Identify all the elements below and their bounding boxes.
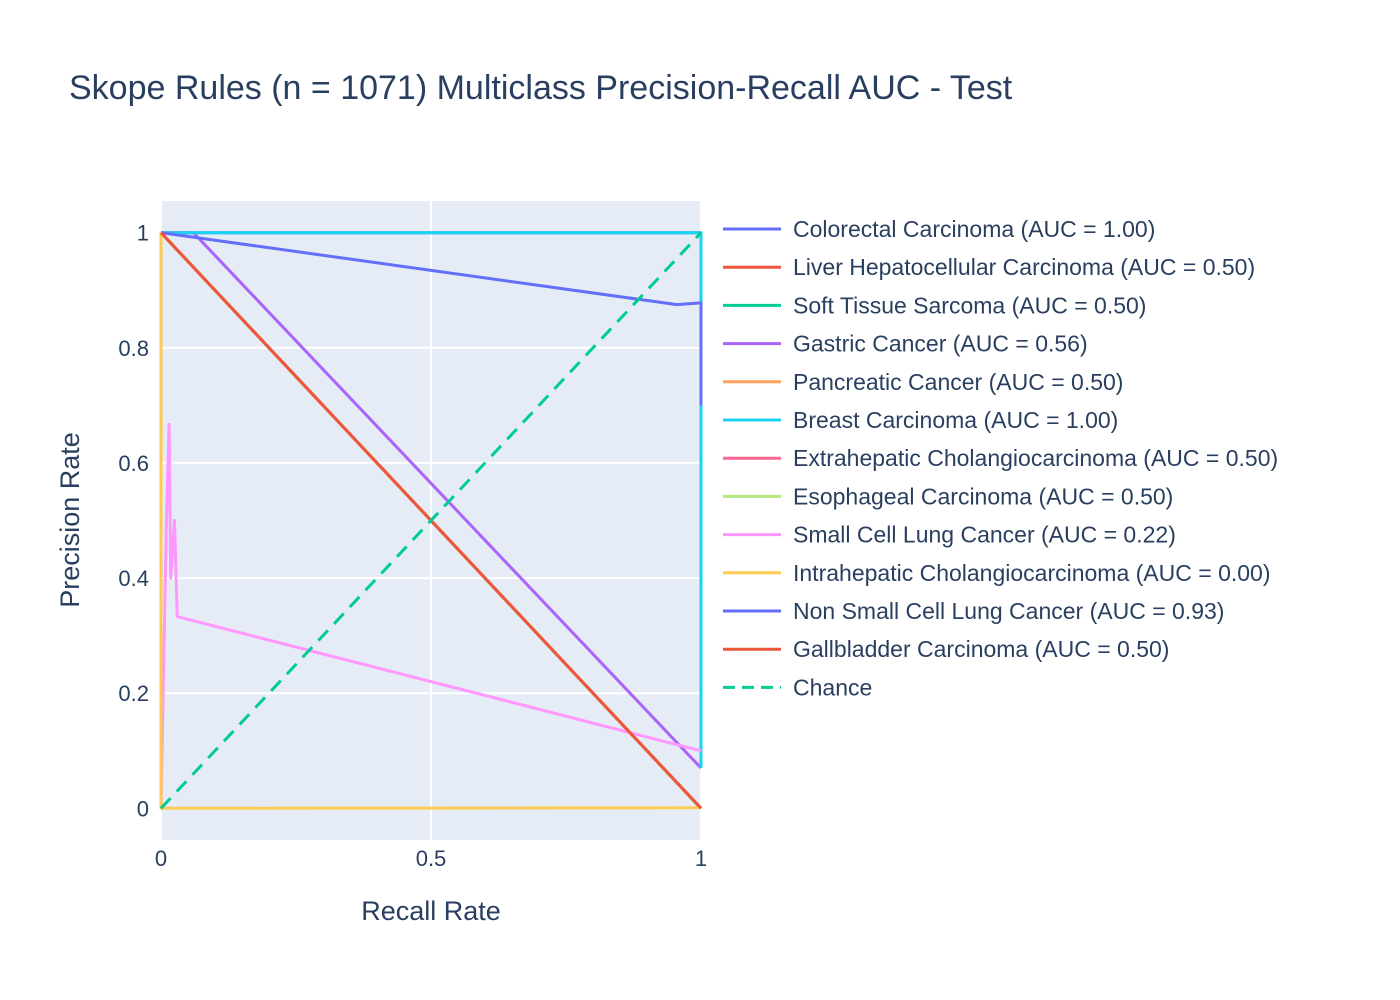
legend-item[interactable]: Breast Carcinoma (AUC = 1.00) (723, 407, 1118, 433)
x-tick-label: 1 (695, 846, 707, 871)
legend-label: Extrahepatic Cholangiocarcinoma (AUC = 0… (793, 445, 1278, 471)
series-line-8 (159, 422, 702, 809)
legend-label: Gastric Cancer (AUC = 0.56) (793, 331, 1088, 357)
legend-item[interactable]: Colorectal Carcinoma (AUC = 1.00) (723, 216, 1155, 242)
legend-item[interactable]: Chance (723, 674, 872, 700)
chart-title: Skope Rules (n = 1071) Multiclass Precis… (69, 69, 1013, 107)
legend-label: Breast Carcinoma (AUC = 1.00) (793, 407, 1118, 433)
legend-label: Gallbladder Carcinoma (AUC = 0.50) (793, 636, 1169, 662)
legend-label: Intrahepatic Cholangiocarcinoma (AUC = 0… (793, 560, 1271, 586)
legend: Colorectal Carcinoma (AUC = 1.00) Liver H… (723, 216, 1278, 700)
legend-item[interactable]: Intrahepatic Cholangiocarcinoma (AUC = 0… (723, 560, 1271, 586)
legend-label: Chance (793, 674, 872, 700)
legend-label: Colorectal Carcinoma (AUC = 1.00) (793, 216, 1155, 242)
y-tick-label: 0 (137, 796, 149, 821)
series-layer (159, 231, 703, 810)
legend-label: Pancreatic Cancer (AUC = 0.50) (793, 369, 1123, 395)
legend-label: Small Cell Lung Cancer (AUC = 0.22) (793, 522, 1176, 548)
legend-label: Liver Hepatocellular Carcinoma (AUC = 0.… (793, 254, 1255, 280)
y-tick-label: 0.4 (118, 566, 149, 591)
legend-item[interactable]: Soft Tissue Sarcoma (AUC = 0.50) (723, 292, 1146, 318)
y-tick-label: 0.2 (118, 681, 149, 706)
y-axis-ticks: 0 0.2 0.4 0.6 0.8 1 (118, 221, 149, 822)
legend-item[interactable]: Small Cell Lung Cancer (AUC = 0.22) (723, 522, 1176, 548)
y-tick-label: 0.6 (118, 451, 149, 476)
legend-item[interactable]: Non Small Cell Lung Cancer (AUC = 0.93) (723, 598, 1224, 624)
series-line-5 (161, 231, 703, 768)
legend-label: Esophageal Carcinoma (AUC = 0.50) (793, 483, 1173, 509)
legend-item[interactable]: Gastric Cancer (AUC = 0.56) (723, 331, 1088, 357)
y-tick-label: 1 (137, 221, 149, 246)
y-axis-title: Precision Rate (55, 432, 85, 608)
legend-item[interactable]: Pancreatic Cancer (AUC = 0.50) (723, 369, 1123, 395)
legend-label: Non Small Cell Lung Cancer (AUC = 0.93) (793, 598, 1224, 624)
legend-item[interactable]: Extrahepatic Cholangiocarcinoma (AUC = 0… (723, 445, 1278, 471)
x-tick-label: 0.5 (416, 846, 447, 871)
x-axis-ticks: 0 0.5 1 (155, 846, 707, 871)
y-tick-label: 0.8 (118, 336, 149, 361)
series-line-10 (160, 231, 703, 406)
legend-label: Soft Tissue Sarcoma (AUC = 0.50) (793, 292, 1146, 318)
legend-item[interactable]: Gallbladder Carcinoma (AUC = 0.50) (723, 636, 1169, 662)
x-axis-title: Recall Rate (361, 896, 501, 926)
x-tick-label: 0 (155, 846, 167, 871)
series-line-12 (159, 231, 703, 810)
legend-item[interactable]: Esophageal Carcinoma (AUC = 0.50) (723, 483, 1173, 509)
legend-item[interactable]: Liver Hepatocellular Carcinoma (AUC = 0.… (723, 254, 1255, 280)
